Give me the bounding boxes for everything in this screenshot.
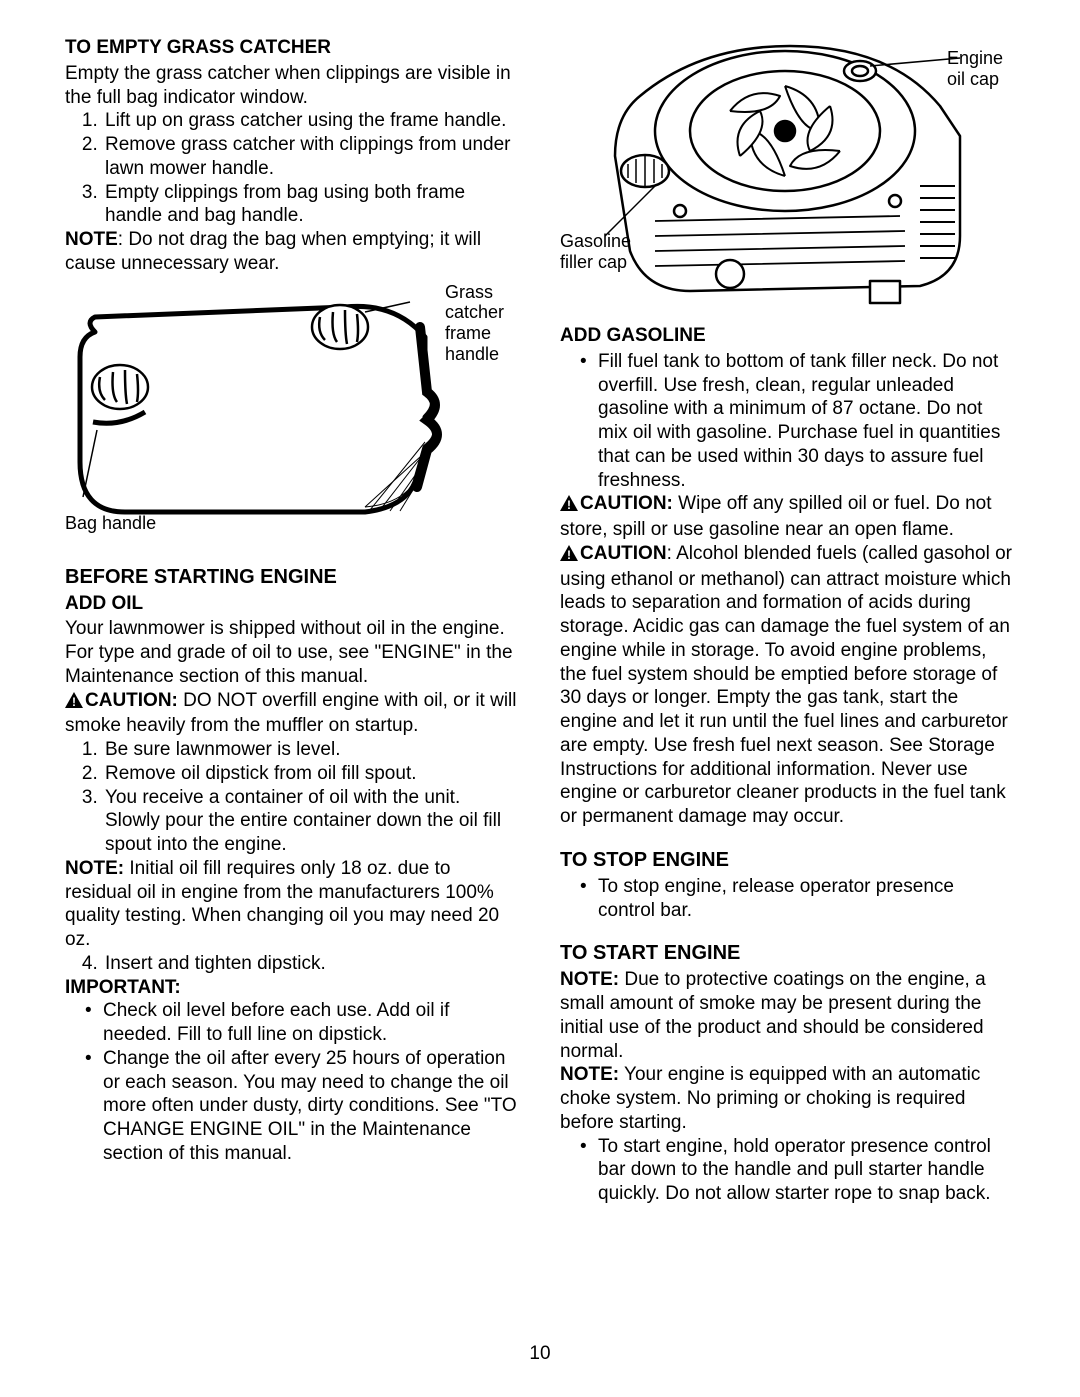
caution-label: CAUTION: [580, 493, 673, 514]
label-engine-oil-cap: Engine oil cap [947, 48, 1017, 89]
add-oil-steps: Be sure lawnmower is level. Remove oil d… [65, 738, 520, 857]
list-item: Remove grass catcher with clippings from… [103, 133, 520, 181]
add-oil-note2: NOTE: Initial oil fill requires only 18 … [65, 857, 520, 952]
caution-text: : Alcohol blended fuels (called gasohol … [560, 543, 1012, 827]
heading-before-starting: BEFORE STARTING ENGINE [65, 564, 520, 590]
list-item: You receive a container of oil with the … [103, 786, 520, 857]
add-oil-step4: Insert and tighten dipstick. [65, 952, 520, 976]
figure-engine: Engine oil cap Gasoline filler cap [560, 36, 1015, 316]
list-item: Be sure lawnmower is level. [103, 738, 520, 762]
label-gasoline-filler-cap: Gasoline filler cap [560, 231, 650, 272]
important-bullets: Check oil level before each use. Add oil… [65, 999, 520, 1165]
start-note2: NOTE: Your engine is equipped with an au… [560, 1063, 1015, 1134]
two-column-layout: TO EMPTY GRASS CATCHER Empty the grass c… [65, 36, 1015, 1206]
stop-bullets: To stop engine, release operator presenc… [560, 875, 1015, 923]
add-oil-caution: ! CAUTION: DO NOT overfill engine with o… [65, 689, 520, 739]
svg-text:!: ! [72, 695, 76, 708]
note-label: NOTE: [560, 1064, 619, 1085]
note-label: NOTE [65, 229, 118, 250]
add-gas-bullets: Fill fuel tank to bottom of tank filler … [560, 350, 1015, 493]
heading-add-oil: ADD OIL [65, 592, 520, 616]
caution-label: CAUTION [580, 543, 667, 564]
list-item: Fill fuel tank to bottom of tank filler … [580, 350, 1015, 493]
add-gas-caution2: ! CAUTION: Alcohol blended fuels (called… [560, 542, 1015, 829]
list-item: Check oil level before each use. Add oil… [85, 999, 520, 1047]
heading-add-gasoline: ADD GASOLINE [560, 324, 1015, 348]
left-column: TO EMPTY GRASS CATCHER Empty the grass c… [65, 36, 520, 1206]
list-item: Insert and tighten dipstick. [103, 952, 520, 976]
heading-start-engine: TO START ENGINE [560, 940, 1015, 966]
svg-text:!: ! [567, 548, 571, 561]
right-column: Engine oil cap Gasoline filler cap ADD G… [560, 36, 1015, 1206]
empty-catcher-note: NOTE: Do not drag the bag when emptying;… [65, 228, 520, 276]
list-item: To stop engine, release operator presenc… [580, 875, 1015, 923]
start-note1: NOTE: Due to protective coatings on the … [560, 968, 1015, 1063]
label-frame-handle: Grass catcher frame handle [445, 282, 525, 365]
svg-text:!: ! [567, 498, 571, 511]
empty-catcher-intro: Empty the grass catcher when clippings a… [65, 62, 520, 110]
note-text: Initial oil fill requires only 18 oz. du… [65, 858, 499, 950]
warning-icon: ! [65, 691, 83, 715]
note-label: NOTE: [65, 858, 124, 879]
list-item: To start engine, hold operator presence … [580, 1135, 1015, 1206]
heading-empty-catcher: TO EMPTY GRASS CATCHER [65, 36, 520, 60]
list-item: Empty clippings from bag using both fram… [103, 181, 520, 229]
list-item: Lift up on grass catcher using the frame… [103, 109, 520, 133]
empty-catcher-steps: Lift up on grass catcher using the frame… [65, 109, 520, 228]
heading-stop-engine: TO STOP ENGINE [560, 847, 1015, 873]
list-item: Change the oil after every 25 hours of o… [85, 1047, 520, 1166]
warning-icon: ! [560, 544, 578, 568]
note-text: : Do not drag the bag when emptying; it … [65, 229, 481, 274]
add-oil-intro: Your lawnmower is shipped without oil in… [65, 617, 520, 688]
label-bag-handle: Bag handle [65, 513, 156, 534]
list-item: Remove oil dipstick from oil fill spout. [103, 762, 520, 786]
start-bullets: To start engine, hold operator presence … [560, 1135, 1015, 1206]
note-text: Due to protective coatings on the engine… [560, 969, 986, 1061]
manual-page: TO EMPTY GRASS CATCHER Empty the grass c… [0, 0, 1080, 1397]
page-number: 10 [0, 1343, 1080, 1365]
figure-grass-catcher: Grass catcher frame handle Bag handle [65, 282, 520, 542]
add-gas-caution1: ! CAUTION: Wipe off any spilled oil or f… [560, 492, 1015, 542]
warning-icon: ! [560, 494, 578, 518]
note-label: NOTE: [560, 969, 619, 990]
caution-label: CAUTION: [85, 690, 178, 711]
note-text: Your engine is equipped with an automati… [560, 1064, 980, 1133]
important-label: IMPORTANT: [65, 976, 520, 1000]
